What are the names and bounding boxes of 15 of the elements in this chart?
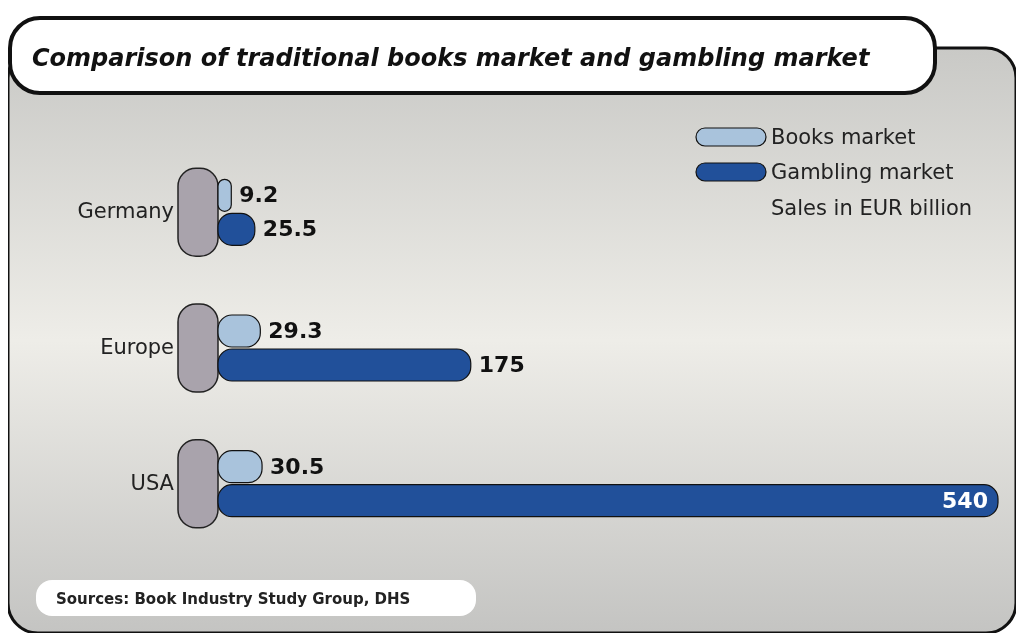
legend-label: Gambling market <box>771 160 954 184</box>
legend-label: Books market <box>771 125 916 149</box>
data-label: 175 <box>478 352 525 377</box>
data-label: 9.2 <box>239 182 279 208</box>
data-label: 30.5 <box>270 453 325 479</box>
data-label: 25.5 <box>262 216 318 242</box>
bar <box>217 178 232 212</box>
source-note: Sources: Book Industry Study Group, DHS <box>56 589 411 608</box>
annotation: Sales in EUR billion <box>771 196 973 220</box>
data-label: 29.3 <box>268 318 323 343</box>
y-tick-label: USA <box>130 470 175 495</box>
chart-title: Comparison of traditional books market and gambling market <box>32 44 871 72</box>
y-tick-label: Germany <box>77 199 174 224</box>
y-tick-label: Europe <box>100 335 174 359</box>
data-label: 540 <box>942 487 988 513</box>
